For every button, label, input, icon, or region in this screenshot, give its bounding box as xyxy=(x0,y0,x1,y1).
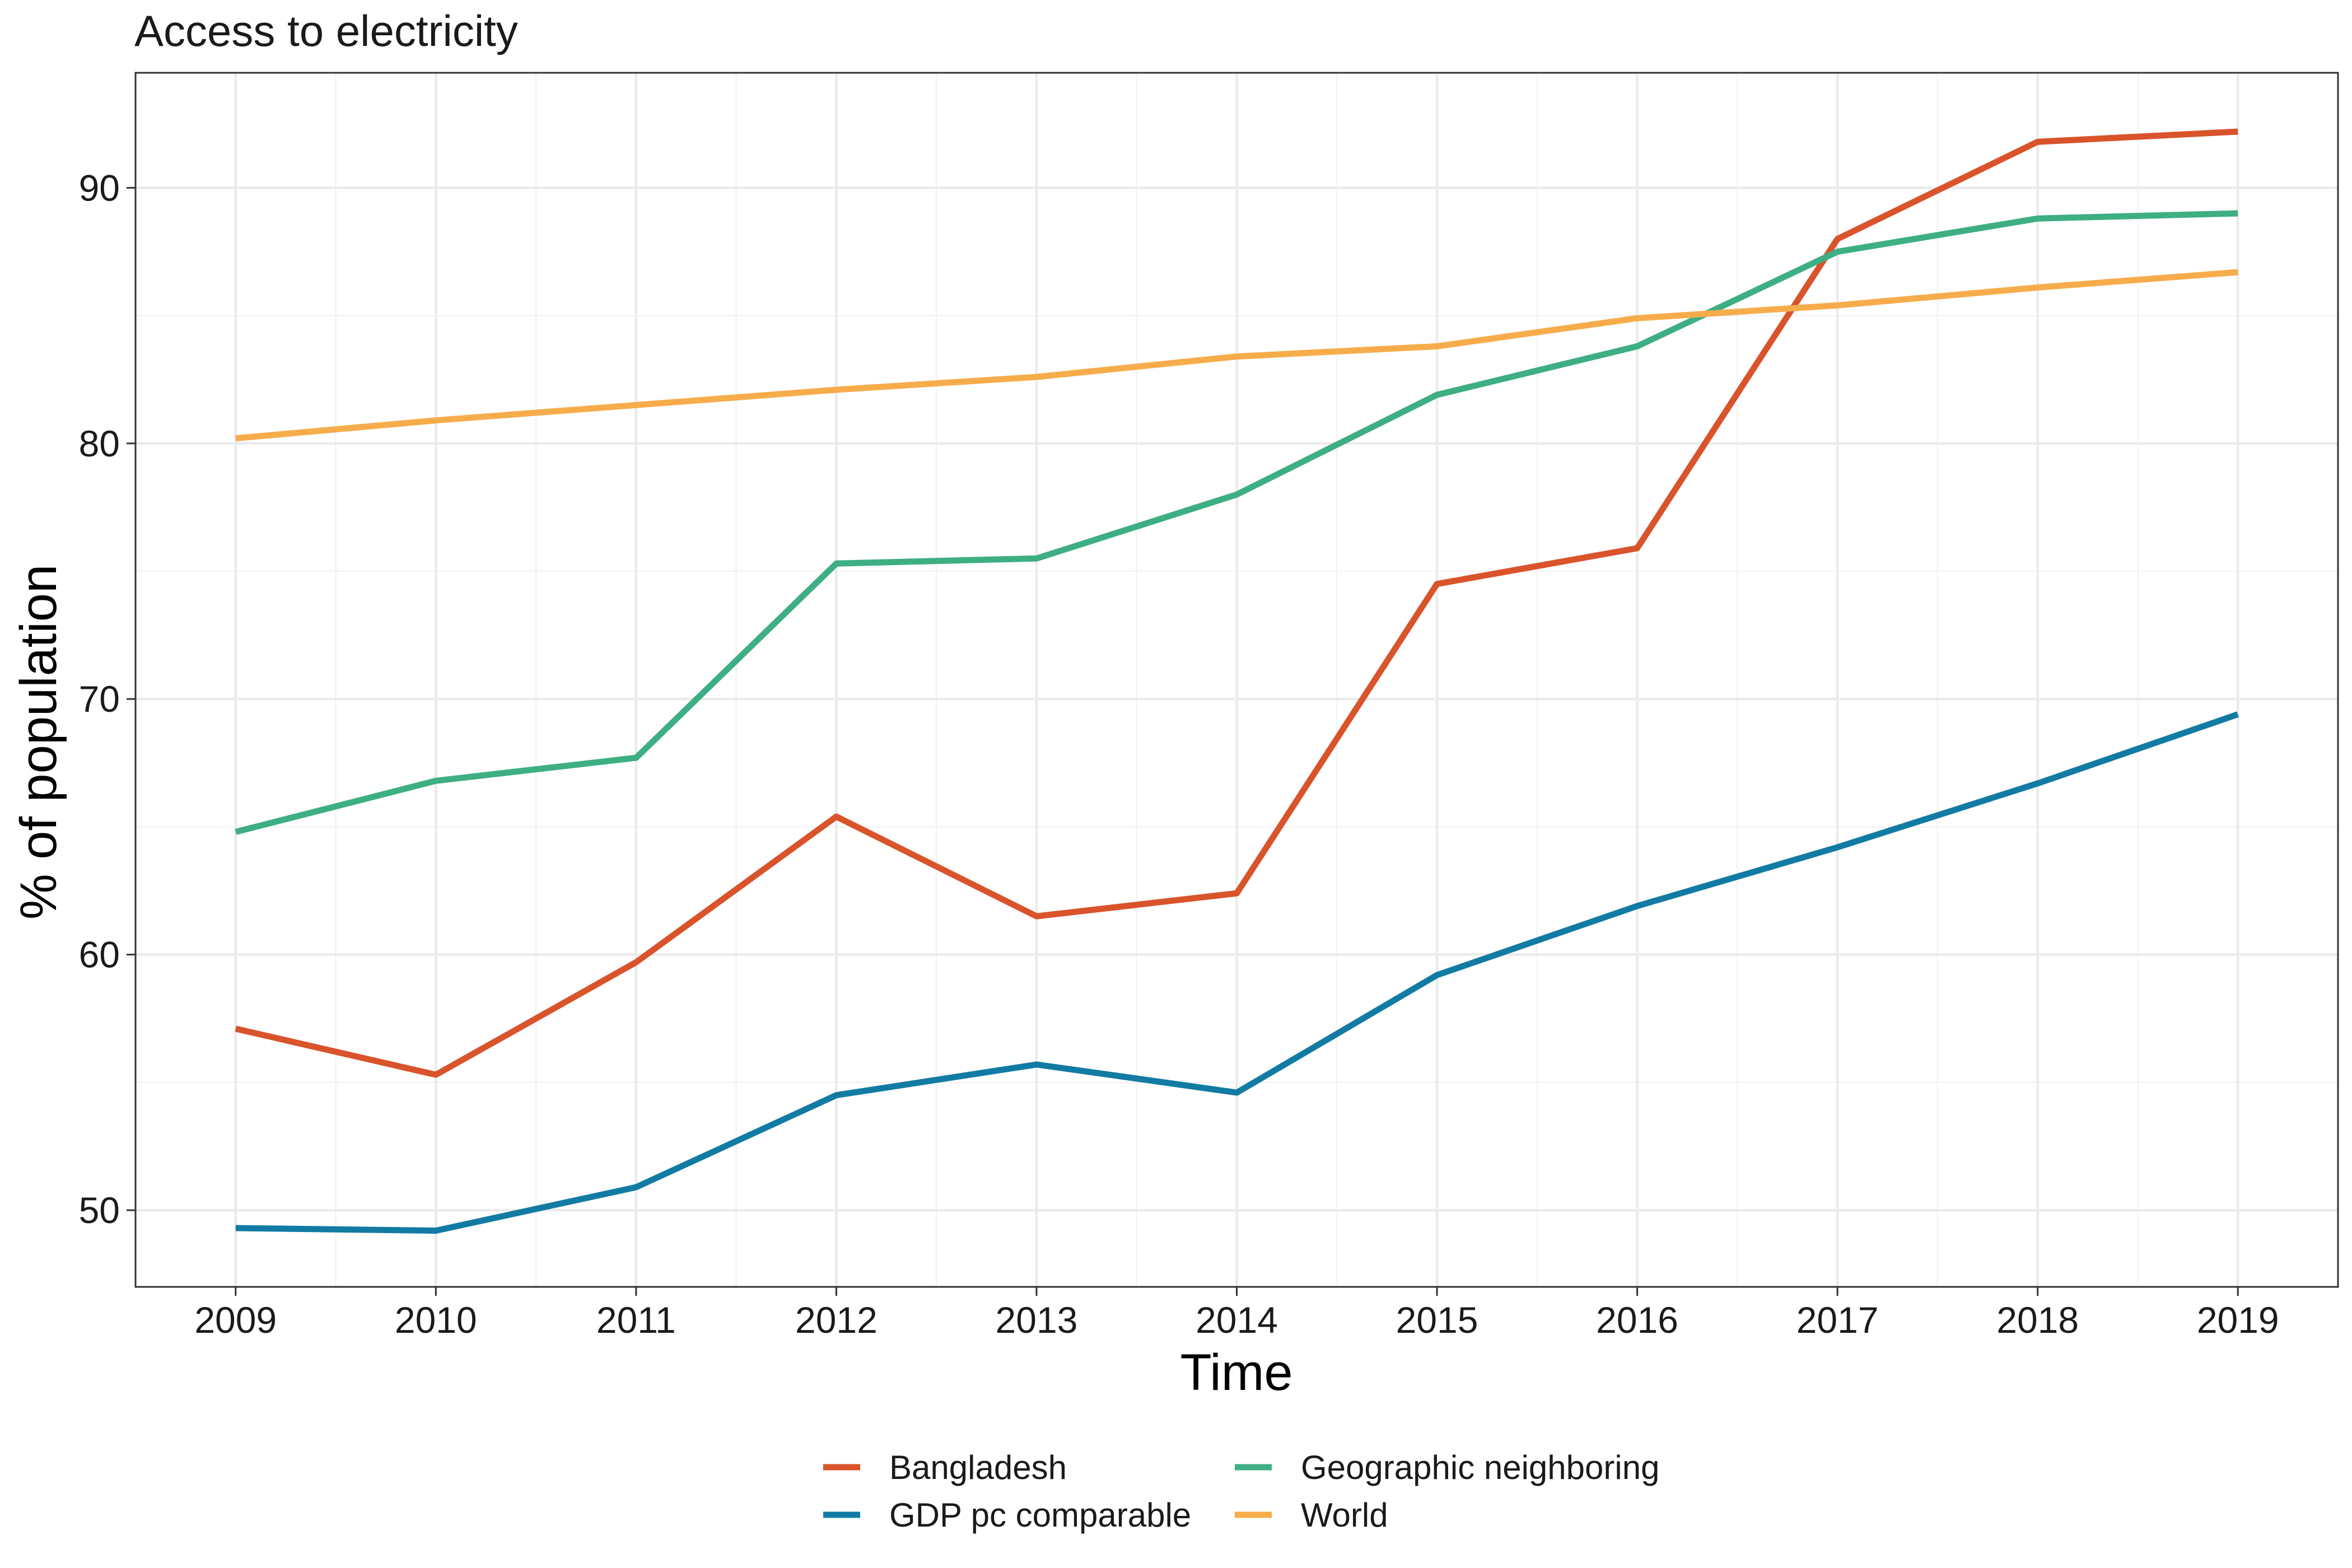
y-tick-label: 80 xyxy=(79,423,120,464)
x-tick-label: 2018 xyxy=(1996,1299,2079,1341)
x-tick-label: 2012 xyxy=(795,1299,878,1341)
x-axis: 2009 2010 2011 2012 2013 2014 2015 2016 2017 2018… xyxy=(194,1287,2279,1341)
x-tick-label: 2009 xyxy=(194,1299,277,1341)
series-line-gdp-pc-comparable xyxy=(235,711,2239,1234)
y-tick-label: 50 xyxy=(79,1189,120,1231)
x-tick-label: 2011 xyxy=(596,1299,676,1341)
x-tick-label: 2016 xyxy=(1596,1299,1678,1341)
grid xyxy=(136,73,2338,1287)
y-tick-label: 90 xyxy=(79,167,120,208)
legend-label-geographic-neighboring: Geographic neighboring xyxy=(1301,1449,1659,1486)
x-tick-label: 2017 xyxy=(1796,1299,1879,1341)
x-tick-label: 2013 xyxy=(996,1299,1078,1341)
y-axis-title: % of population xyxy=(10,564,67,920)
legend-label-world: World xyxy=(1301,1496,1388,1534)
series-line-world xyxy=(235,269,2238,442)
x-tick-label: 2019 xyxy=(2197,1299,2279,1341)
series-lines xyxy=(235,128,2239,1234)
legend: Bangladesh GDP pc comparable Geographic ne… xyxy=(823,1449,1659,1534)
x-axis-title: Time xyxy=(1180,1344,1292,1401)
x-tick-label: 2010 xyxy=(395,1299,477,1341)
x-tick-label: 2015 xyxy=(1396,1299,1478,1341)
y-tick-label: 70 xyxy=(79,678,120,720)
series-line-bangladesh xyxy=(235,128,2238,1078)
y-axis: 50 60 70 80 90 xyxy=(79,167,136,1231)
y-tick-label: 60 xyxy=(79,934,120,976)
legend-label-bangladesh: Bangladesh xyxy=(889,1449,1067,1486)
legend-label-gdp-pc-comparable: GDP pc comparable xyxy=(889,1496,1191,1534)
series-line-geographic-neighboring xyxy=(235,210,2238,835)
chart-title: Access to electricity xyxy=(134,6,518,55)
x-tick-label: 2014 xyxy=(1196,1299,1278,1341)
plot-area xyxy=(134,72,2339,1288)
